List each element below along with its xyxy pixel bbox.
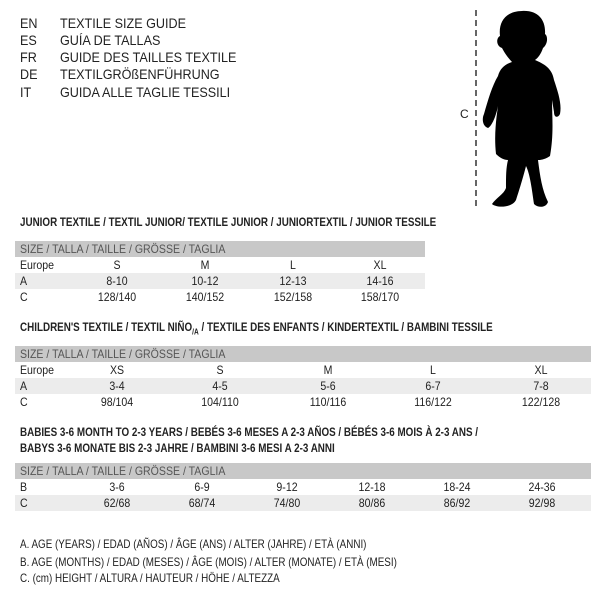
lang-code-es: ES bbox=[20, 32, 37, 48]
table-cell: 3-6 bbox=[109, 480, 125, 494]
table-cell: 8-10 bbox=[106, 274, 128, 288]
table-row: C 128/140 140/152 152/158 158/170 bbox=[15, 289, 425, 305]
table-cell: 4-5 bbox=[212, 379, 228, 393]
height-measure-label: C bbox=[460, 107, 469, 121]
size-header-row: SIZE / TALLA / TAILLE / GRÖSSE / TAGLIA bbox=[15, 241, 425, 257]
table-cell: 104/110 bbox=[201, 395, 239, 409]
table-cell: 110/116 bbox=[309, 395, 347, 409]
table-cell: 12-13 bbox=[279, 274, 307, 288]
row-label: C bbox=[20, 395, 28, 409]
child-silhouette-icon bbox=[482, 10, 561, 207]
row-label: A bbox=[20, 379, 28, 393]
size-header-row: SIZE / TALLA / TAILLE / GRÖSSE / TAGLIA bbox=[15, 463, 591, 479]
row-label: B bbox=[20, 480, 28, 494]
table-cell: 6-9 bbox=[194, 480, 210, 494]
row-label: Europe bbox=[20, 363, 55, 377]
babies-size-table: SIZE / TALLA / TAILLE / GRÖSSE / TAGLIA B… bbox=[15, 463, 591, 511]
lang-title-fr: GUIDE DES TAILLES TEXTILE bbox=[60, 49, 237, 65]
table-cell: 128/140 bbox=[97, 290, 137, 304]
lang-code-en: EN bbox=[20, 15, 38, 31]
table-cell: 24-36 bbox=[528, 480, 556, 494]
table-cell: 12-18 bbox=[358, 480, 386, 494]
table-cell: 80/86 bbox=[358, 496, 386, 510]
size-header-row: SIZE / TALLA / TAILLE / GRÖSSE / TAGLIA bbox=[15, 346, 591, 362]
table-cell: M bbox=[323, 363, 333, 377]
lang-title-es: GUÍA DE TALLAS bbox=[60, 32, 161, 48]
junior-section-title: JUNIOR TEXTILE / TEXTIL JUNIOR/ TEXTILE … bbox=[20, 215, 437, 229]
table-cell: M bbox=[200, 258, 210, 272]
table-cell: 116/122 bbox=[414, 395, 452, 409]
legend-c: C. (cm) HEIGHT / ALTURA / HAUTEUR / HÖHE… bbox=[20, 571, 280, 585]
table-cell: 92/98 bbox=[528, 496, 556, 510]
table-cell: 3-4 bbox=[109, 379, 125, 393]
table-cell: 152/158 bbox=[273, 290, 313, 304]
table-row: C 62/68 68/74 74/80 80/86 86/92 92/98 bbox=[15, 495, 591, 511]
table-cell: 6-7 bbox=[425, 379, 441, 393]
table-cell: 5-6 bbox=[320, 379, 336, 393]
table-cell: S bbox=[216, 363, 224, 377]
children-title-post: / TEXTILE DES ENFANTS / KINDERTEXTIL / B… bbox=[198, 320, 493, 334]
table-cell: 86/92 bbox=[443, 496, 471, 510]
lang-code-de: DE bbox=[20, 66, 38, 82]
babies-section-title-line2: BABYS 3-6 MONATE BIS 2-3 JAHRE / BAMBINI… bbox=[20, 441, 335, 455]
size-header-label: SIZE / TALLA / TAILLE / GRÖSSE / TAGLIA bbox=[20, 464, 226, 478]
table-cell: S bbox=[113, 258, 121, 272]
table-cell: 18-24 bbox=[443, 480, 471, 494]
table-cell: XL bbox=[373, 258, 387, 272]
table-cell: 7-8 bbox=[533, 379, 549, 393]
junior-size-table: SIZE / TALLA / TAILLE / GRÖSSE / TAGLIA E… bbox=[15, 241, 425, 305]
table-cell: XL bbox=[534, 363, 548, 377]
table-cell: L bbox=[430, 363, 436, 377]
table-cell: 14-16 bbox=[366, 274, 394, 288]
legend-b: B. AGE (MONTHS) / EDAD (MESES) / ÂGE (MO… bbox=[20, 555, 397, 569]
table-cell: L bbox=[290, 258, 296, 272]
size-header-label: SIZE / TALLA / TAILLE / GRÖSSE / TAGLIA bbox=[20, 347, 226, 361]
height-measure-line bbox=[475, 10, 477, 206]
children-section-title: CHILDREN'S TEXTILE / TEXTIL NIÑO/A / TEX… bbox=[20, 320, 493, 336]
row-label: C bbox=[20, 290, 28, 304]
size-header-label: SIZE / TALLA / TAILLE / GRÖSSE / TAGLIA bbox=[20, 242, 226, 256]
lang-title-de: TEXTILGRÖßENFÜHRUNG bbox=[60, 66, 220, 82]
table-row: A 3-4 4-5 5-6 6-7 7-8 bbox=[15, 378, 591, 394]
table-cell: 158/170 bbox=[360, 290, 400, 304]
children-title-sub: /A bbox=[192, 327, 199, 337]
legend-a: A. AGE (YEARS) / EDAD (AÑOS) / ÂGE (ANS)… bbox=[20, 537, 367, 551]
table-cell: 98/104 bbox=[100, 395, 134, 409]
table-cell: 68/74 bbox=[188, 496, 216, 510]
table-row: Europe XS S M L XL bbox=[15, 362, 591, 378]
table-cell: 10-12 bbox=[191, 274, 219, 288]
table-cell: XS bbox=[109, 363, 125, 377]
row-label: A bbox=[20, 274, 28, 288]
table-row: B 3-6 6-9 9-12 12-18 18-24 24-36 bbox=[15, 479, 591, 495]
babies-section-title-line1: BABIES 3-6 MONTH TO 2-3 YEARS / BEBÉS 3-… bbox=[20, 425, 479, 439]
table-cell: 140/152 bbox=[185, 290, 225, 304]
children-size-table: SIZE / TALLA / TAILLE / GRÖSSE / TAGLIA E… bbox=[15, 346, 591, 410]
table-cell: 122/128 bbox=[521, 395, 561, 409]
row-label: C bbox=[20, 496, 28, 510]
lang-title-it: GUIDA ALLE TAGLIE TESSILI bbox=[60, 84, 231, 100]
table-row: A 8-10 10-12 12-13 14-16 bbox=[15, 273, 425, 289]
lang-code-fr: FR bbox=[20, 49, 37, 65]
table-cell: 9-12 bbox=[276, 480, 298, 494]
lang-code-it: IT bbox=[20, 84, 32, 100]
table-cell: 62/68 bbox=[103, 496, 131, 510]
row-label: Europe bbox=[20, 258, 55, 272]
table-row: C 98/104 104/110 110/116 116/122 122/128 bbox=[15, 394, 591, 410]
table-row: Europe S M L XL bbox=[15, 257, 425, 273]
table-cell: 74/80 bbox=[273, 496, 301, 510]
children-title-pre: CHILDREN'S TEXTILE / TEXTIL NIÑO bbox=[20, 320, 193, 334]
lang-title-en: TEXTILE SIZE GUIDE bbox=[60, 15, 187, 31]
